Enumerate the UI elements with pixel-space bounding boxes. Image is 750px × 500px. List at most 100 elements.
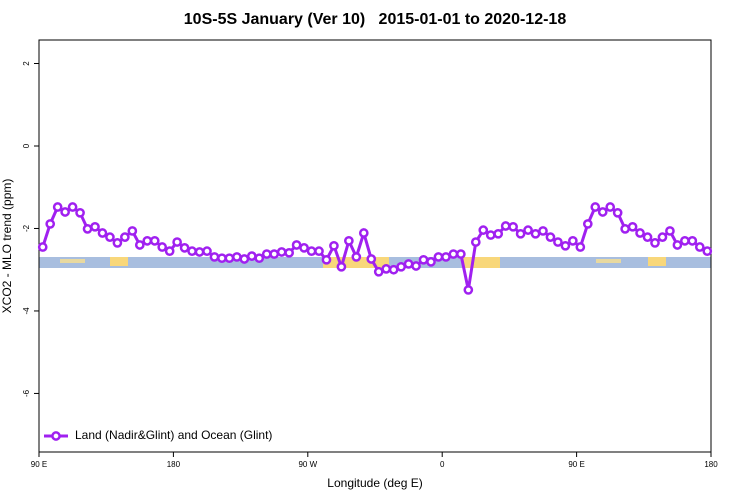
y-tick-label: -2: [22, 224, 31, 232]
data-point: [627, 221, 638, 232]
x-axis-label: Longitude (deg E): [327, 476, 422, 490]
data-point: [530, 228, 541, 239]
data-point: [635, 228, 645, 238]
data-point: [45, 219, 56, 229]
data-point: [217, 253, 227, 264]
data-point: [37, 242, 48, 252]
x-tick-label: 180: [704, 460, 718, 469]
data-point: [493, 228, 504, 239]
y-tick-label: -4: [22, 307, 31, 315]
data-point: [463, 285, 474, 295]
data-point: [321, 254, 332, 265]
data-point: [261, 249, 272, 259]
data-point: [650, 238, 660, 248]
y-tick-label: -6: [22, 389, 31, 397]
data-point: [246, 251, 257, 261]
data-point: [358, 228, 369, 238]
data-point: [500, 221, 511, 231]
data-point: [194, 247, 205, 257]
y-tick-label: 0: [22, 143, 31, 148]
legend-marker: [51, 431, 61, 441]
data-point: [344, 235, 354, 246]
data-point: [515, 228, 526, 239]
data-point: [553, 237, 563, 247]
y-tick-label: 2: [22, 61, 31, 66]
x-tick-label: 0: [440, 460, 445, 469]
data-point: [224, 253, 235, 264]
data-point: [276, 247, 287, 257]
data-point: [284, 247, 294, 258]
data-point: [82, 224, 93, 234]
data-point: [672, 240, 683, 250]
data-point: [134, 240, 145, 250]
data-point: [149, 235, 160, 246]
data-point: [179, 243, 190, 253]
data-point: [254, 253, 265, 264]
data-point: [388, 264, 399, 275]
data-point: [478, 225, 489, 235]
data-point: [403, 259, 414, 269]
data-point: [426, 257, 436, 267]
x-tick-label: 90 E: [31, 460, 47, 469]
data-point: [411, 261, 421, 271]
data-point: [702, 246, 713, 257]
data-point: [112, 238, 123, 248]
data-point: [373, 266, 384, 277]
data-point: [299, 243, 309, 253]
data-point: [291, 240, 302, 250]
data-point: [433, 252, 444, 262]
data-point: [642, 232, 653, 242]
data-point: [605, 202, 616, 212]
data-point: [665, 226, 675, 236]
legend-label: Land (Nadir&Glint) and Ocean (Glint): [75, 428, 272, 442]
data-point: [597, 207, 608, 217]
data-point: [209, 252, 220, 262]
data-point: [239, 254, 250, 264]
x-tick-label: 90 W: [298, 460, 317, 469]
data-point: [470, 237, 481, 247]
data-point: [306, 246, 317, 257]
data-point: [687, 235, 698, 246]
data-point: [60, 207, 70, 217]
data-point: [523, 225, 533, 235]
data-point: [157, 242, 168, 252]
data-point: [97, 228, 108, 238]
y-axis-label: XCO2 - MLO trend (ppm): [0, 179, 14, 314]
data-point: [187, 246, 197, 257]
data-point: [120, 232, 130, 242]
x-tick-label: 90 E: [568, 460, 584, 469]
data-point: [590, 202, 601, 212]
data-point: [90, 221, 100, 232]
data-point: [52, 202, 63, 212]
data-point: [396, 261, 406, 272]
data-point: [105, 232, 115, 242]
data-point: [582, 219, 593, 229]
data-point: [329, 240, 339, 251]
data-point: [336, 261, 347, 272]
data-point: [366, 254, 377, 264]
x-tick-label: 180: [167, 460, 181, 469]
data-point: [67, 202, 78, 212]
chart-title: 10S-5S January (Ver 10) 2015-01-01 to 20…: [184, 11, 567, 28]
data-point: [657, 232, 668, 242]
data-point: [620, 224, 630, 234]
data-point: [568, 235, 578, 246]
data-point: [75, 207, 85, 218]
data-point: [381, 264, 392, 274]
data-point: [164, 246, 175, 257]
data-point: [172, 237, 182, 247]
data-point: [232, 252, 242, 262]
data-point: [485, 230, 496, 240]
data-point: [545, 232, 556, 242]
data-point: [538, 226, 548, 236]
data-point: [269, 249, 280, 259]
data-point: [448, 249, 459, 259]
data-point: [456, 249, 466, 259]
data-point: [351, 252, 362, 262]
data-point: [680, 235, 690, 246]
data-point: [694, 242, 705, 252]
data-point: [142, 235, 153, 246]
data-point: [418, 254, 429, 265]
data-point: [127, 226, 138, 236]
